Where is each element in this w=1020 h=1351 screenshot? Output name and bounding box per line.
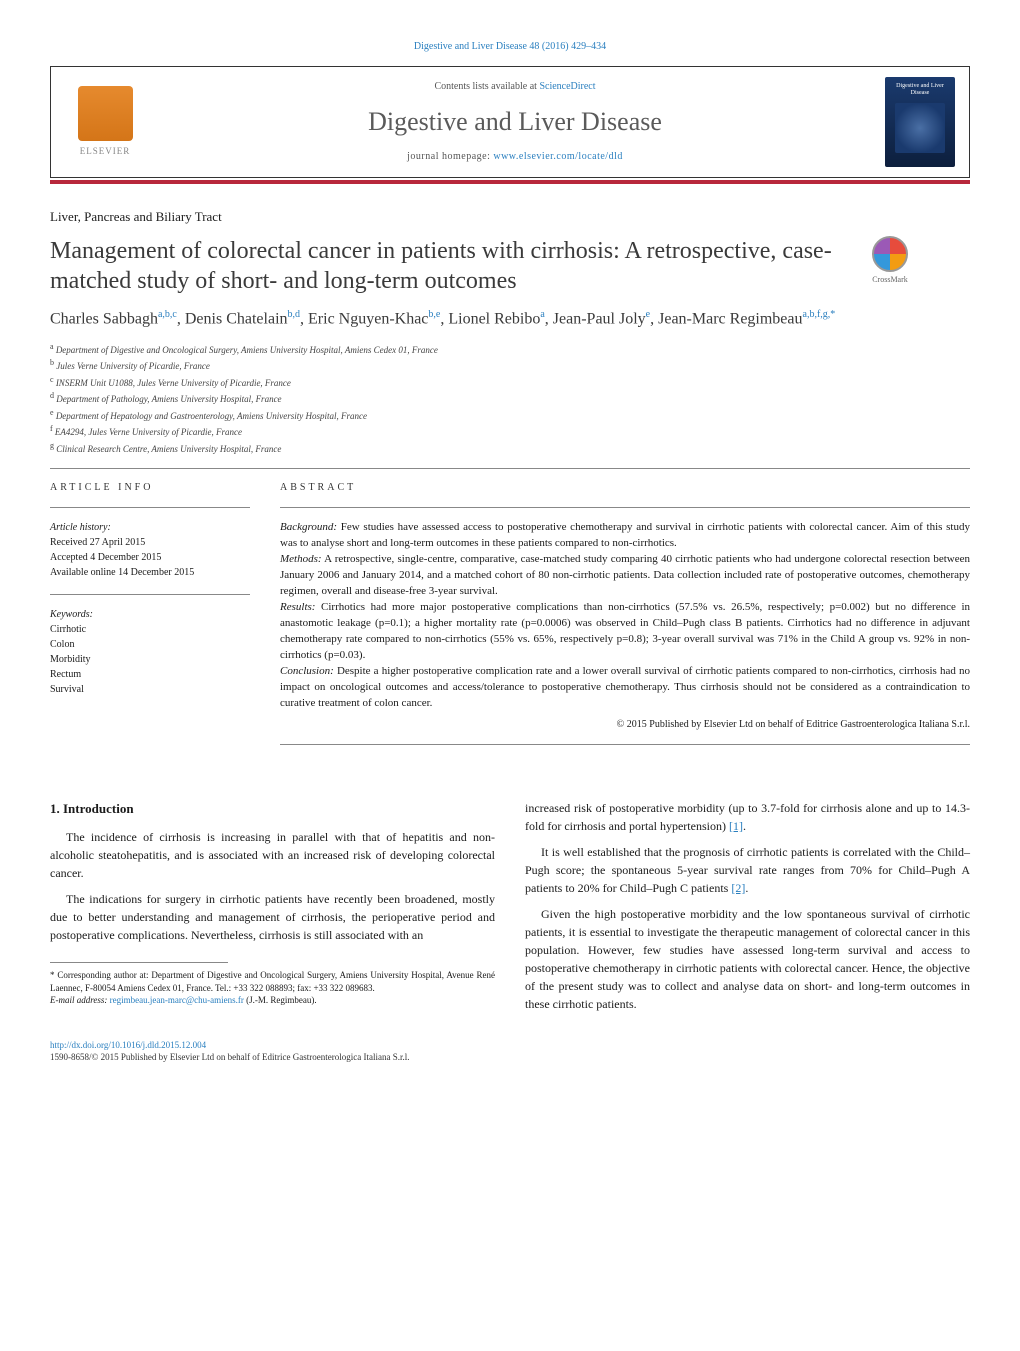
affiliation-item: c INSERM Unit U1088, Jules Verne Univers… (50, 374, 970, 391)
keyword-item: Rectum (50, 667, 250, 682)
intro-p4: It is well established that the prognosi… (525, 843, 970, 897)
article-info-heading: ARTICLE INFO (50, 481, 250, 495)
doi-line: http://dx.doi.org/10.1016/j.dld.2015.12.… (50, 1039, 970, 1052)
journal-homepage: journal homepage: www.elsevier.com/locat… (145, 150, 885, 164)
affiliation-item: f EA4294, Jules Verne University of Pica… (50, 423, 970, 440)
abstract-text: Background: Few studies have assessed ac… (280, 520, 970, 711)
accepted-date: Accepted 4 December 2015 (50, 550, 250, 565)
issn-line: 1590-8658/© 2015 Published by Elsevier L… (50, 1051, 970, 1064)
journal-cover-thumbnail: Digestive and Liver Disease (885, 77, 955, 167)
abstract-conclusion: Despite a higher postoperative complicat… (280, 665, 970, 709)
elsevier-tree-icon (78, 86, 133, 141)
section-label: Liver, Pancreas and Biliary Tract (50, 208, 970, 226)
abstract-copyright: © 2015 Published by Elsevier Ltd on beha… (280, 718, 970, 732)
left-column: 1. Introduction The incidence of cirrhos… (50, 799, 495, 1021)
crossmark-icon (872, 236, 908, 272)
keywords-label: Keywords: (50, 607, 250, 622)
online-date: Available online 14 December 2015 (50, 565, 250, 580)
article-info-sidebar: ARTICLE INFO Article history: Received 2… (50, 481, 250, 756)
cover-image-icon (895, 103, 945, 153)
email-label: E-mail address: (50, 995, 110, 1005)
affiliation-item: g Clinical Research Centre, Amiens Unive… (50, 440, 970, 457)
sciencedirect-link[interactable]: ScienceDirect (539, 81, 595, 92)
elsevier-text: ELSEVIER (80, 145, 131, 158)
email-person: (J.-M. Regimbeau). (244, 995, 317, 1005)
affiliation-item: a Department of Digestive and Oncologica… (50, 341, 970, 358)
divider (280, 744, 970, 745)
footnotes: * Corresponding author at: Department of… (50, 969, 495, 1007)
keyword-item: Colon (50, 637, 250, 652)
corresponding-author: * Corresponding author at: Department of… (50, 969, 495, 994)
received-date: Received 27 April 2015 (50, 535, 250, 550)
journal-reference: Digestive and Liver Disease 48 (2016) 42… (50, 40, 970, 54)
abstract-results: Cirrhotics had more major postoperative … (280, 601, 970, 661)
history-label: Article history: (50, 520, 250, 535)
affiliation-item: e Department of Hepatology and Gastroent… (50, 407, 970, 424)
footnote-separator (50, 962, 228, 963)
elsevier-logo: ELSEVIER (65, 77, 145, 167)
cover-title: Digestive and Liver Disease (891, 83, 949, 97)
divider (280, 507, 970, 508)
contents-line: Contents lists available at ScienceDirec… (145, 80, 885, 94)
crossmark-label: CrossMark (872, 274, 908, 285)
intro-p3: increased risk of postoperative morbidit… (525, 799, 970, 835)
article-title: Management of colorectal cancer in patie… (50, 236, 970, 296)
abstract-heading: ABSTRACT (280, 481, 970, 495)
intro-p2: The indications for surgery in cirrhotic… (50, 890, 495, 944)
email-line: E-mail address: regimbeau.jean-marc@chu-… (50, 994, 495, 1007)
intro-p1: The incidence of cirrhosis is increasing… (50, 828, 495, 882)
doi-link[interactable]: http://dx.doi.org/10.1016/j.dld.2015.12.… (50, 1040, 206, 1050)
contents-prefix: Contents lists available at (434, 81, 539, 92)
keyword-item: Cirrhotic (50, 622, 250, 637)
ref-2-link[interactable]: [2] (731, 881, 745, 895)
crossmark-badge[interactable]: CrossMark (860, 236, 920, 296)
authors-list: Charles Sabbagha,b,c, Denis Chatelainb,d… (50, 308, 970, 331)
article-history: Article history: Received 27 April 2015 … (50, 520, 250, 580)
abstract-methods: A retrospective, single-centre, comparat… (280, 553, 970, 597)
divider (50, 507, 250, 508)
p3-pre: increased risk of postoperative morbidit… (525, 801, 970, 833)
divider (50, 594, 250, 595)
abstract-bg: Few studies have assessed access to post… (280, 521, 970, 549)
abstract-block: ABSTRACT Background: Few studies have as… (280, 481, 970, 756)
affiliation-item: b Jules Verne University of Picardie, Fr… (50, 357, 970, 374)
ref-1-link[interactable]: [1] (729, 819, 743, 833)
affiliation-item: d Department of Pathology, Amiens Univer… (50, 390, 970, 407)
abstract-bg-label: Background: (280, 521, 337, 533)
divider (50, 468, 970, 469)
intro-p5: Given the high postoperative morbidity a… (525, 905, 970, 1013)
accent-bar (50, 180, 970, 184)
email-link[interactable]: regimbeau.jean-marc@chu-amiens.fr (110, 995, 244, 1005)
abstract-conclusion-label: Conclusion: (280, 665, 334, 677)
homepage-link[interactable]: www.elsevier.com/locate/dld (493, 151, 622, 162)
homepage-prefix: journal homepage: (407, 151, 493, 162)
p4-post: . (745, 881, 748, 895)
keywords-block: Keywords: CirrhoticColonMorbidityRectumS… (50, 607, 250, 697)
journal-name: Digestive and Liver Disease (145, 104, 885, 140)
keyword-item: Survival (50, 682, 250, 697)
abstract-methods-label: Methods: (280, 553, 322, 565)
journal-header-box: ELSEVIER Contents lists available at Sci… (50, 66, 970, 178)
p3-post: . (743, 819, 746, 833)
right-column: increased risk of postoperative morbidit… (525, 799, 970, 1021)
keyword-item: Morbidity (50, 652, 250, 667)
affiliations-list: a Department of Digestive and Oncologica… (50, 341, 970, 457)
abstract-results-label: Results: (280, 601, 315, 613)
intro-heading: 1. Introduction (50, 799, 495, 819)
